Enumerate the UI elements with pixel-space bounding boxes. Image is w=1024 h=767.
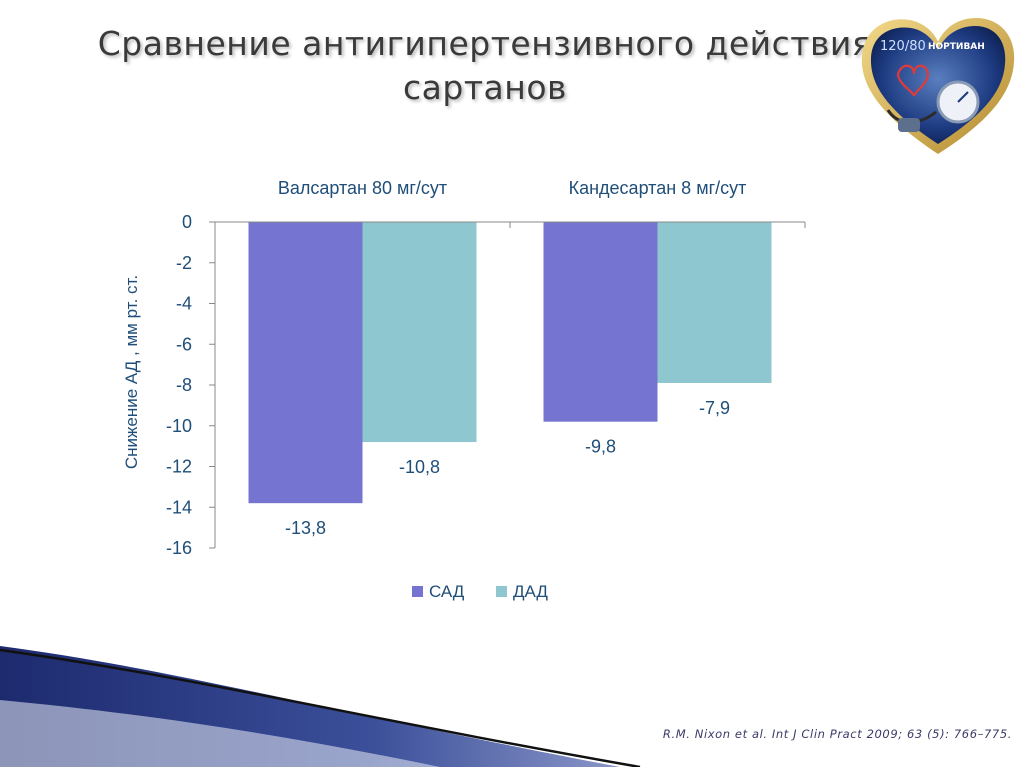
y-tick-label: -8 (176, 375, 192, 395)
category-label: Кандесартан 8 мг/сут (569, 178, 747, 198)
legend-label-sad: САД (429, 582, 465, 601)
legend-label-dad: ДАД (513, 582, 548, 601)
y-tick-label: -4 (176, 294, 192, 314)
value-label-dad: -7,9 (699, 398, 730, 418)
value-label-sad: -9,8 (585, 437, 616, 457)
title-line-1: Сравнение антигипертензивного действия (97, 24, 873, 63)
legend-swatch-dad (496, 586, 507, 597)
citation: R.M. Nixon et al. Int J Clin Pract 2009;… (662, 727, 1012, 741)
y-tick-label: -12 (166, 457, 192, 477)
y-tick-label: -16 (166, 538, 192, 558)
bar-sad (543, 222, 658, 422)
bar-dad (362, 222, 477, 443)
y-axis-title: Снижение АД , мм рт. ст. (122, 275, 141, 469)
y-tick-label: 0 (182, 212, 192, 232)
nortivan-logo: 120/80 НОРТИВАН (861, 18, 1015, 154)
logo-bp-text: 120/80 (880, 39, 926, 54)
slide-title: Сравнение антигипертензивного действия с… (60, 22, 910, 110)
value-label-sad: -13,8 (285, 518, 326, 538)
legend-swatch-sad (412, 586, 423, 597)
logo-brand-text: НОРТИВАН (928, 42, 985, 52)
y-tick-label: -14 (166, 497, 192, 517)
y-tick-label: -6 (176, 334, 192, 354)
category-label: Валсартан 80 мг/сут (278, 178, 447, 198)
legend: САД ДАД (412, 582, 548, 601)
decorative-swoosh (0, 646, 641, 767)
title-line-2: сартанов (403, 68, 567, 107)
bar-sad (248, 222, 363, 504)
y-tick-label: -2 (176, 253, 192, 273)
y-tick-label: -10 (166, 416, 192, 436)
bar-dad (657, 222, 772, 383)
value-label-dad: -10,8 (399, 457, 440, 477)
